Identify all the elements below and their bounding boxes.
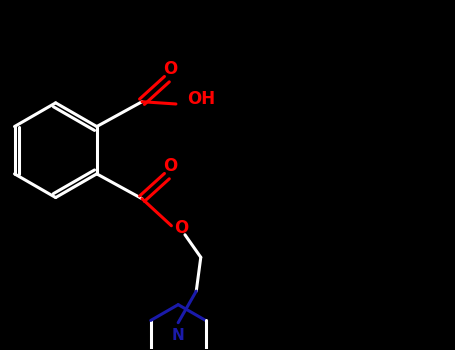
Text: O: O (163, 157, 177, 175)
Text: N: N (172, 328, 185, 343)
Text: O: O (174, 219, 188, 237)
Text: OH: OH (187, 90, 215, 108)
Text: O: O (163, 60, 177, 78)
